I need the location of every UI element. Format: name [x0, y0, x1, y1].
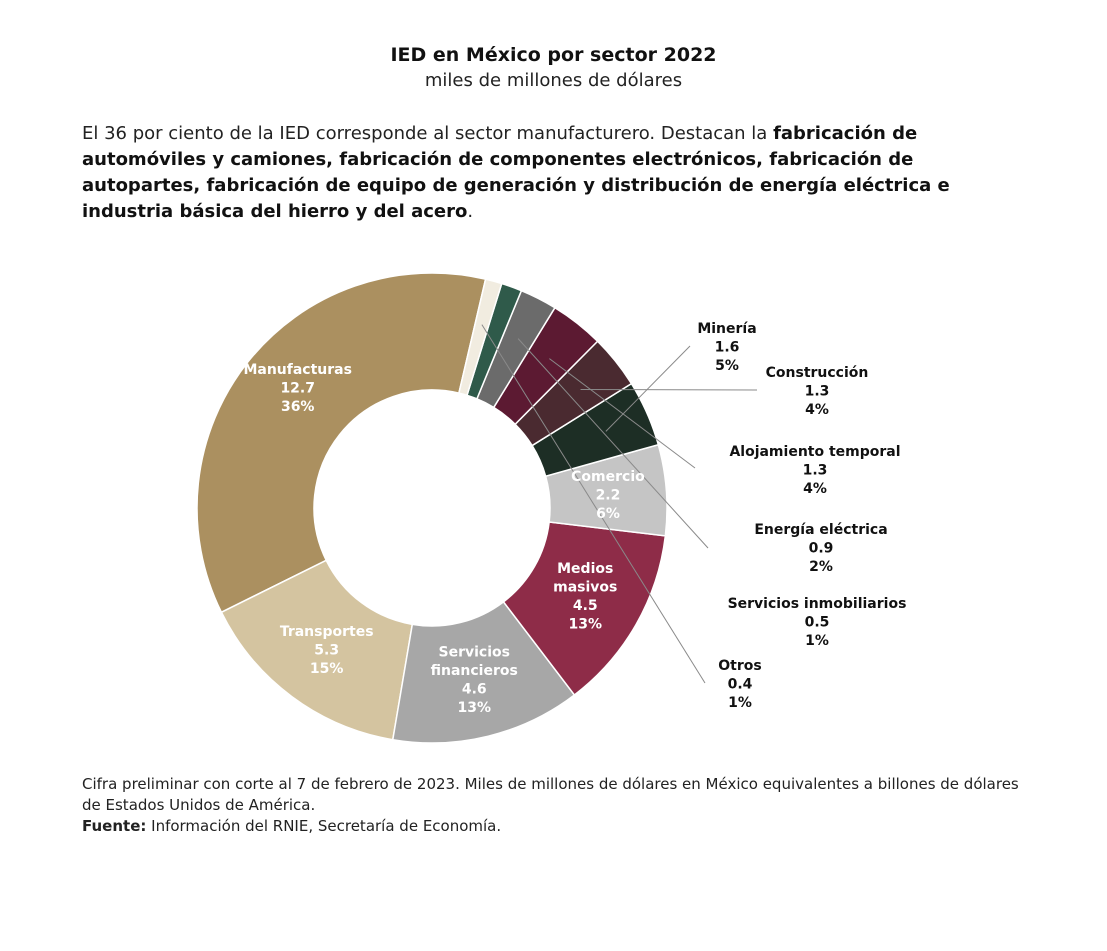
source-line: Fuente: Información del RNIE, Secretaría…: [82, 816, 1042, 837]
leader-otros: [481, 324, 706, 684]
label-mineria: Minería 1.6 5%: [697, 321, 756, 374]
label-servicios-inmobiliarios: Servicios inmobiliarios 0.5 1%: [728, 596, 907, 649]
leader-alojamiento-temporal: [549, 358, 696, 469]
label-servicios-financieros: Servicios financieros 4.6 13%: [431, 645, 518, 717]
label-medios-masivos: Medios masivos 4.5 13%: [553, 561, 617, 633]
description-highlight: fabricación de automóviles y camiones, f…: [82, 123, 950, 222]
description-intro: El 36 por ciento de la IED corresponde a…: [82, 123, 774, 144]
leader-mineria: [605, 345, 691, 432]
slice-servicios-financieros: [391, 600, 576, 744]
slices: [196, 272, 668, 744]
slice-otros: [457, 278, 503, 397]
leader-energia-electrica: [517, 338, 709, 549]
source-text: Información del RNIE, Secretaría de Econ…: [146, 817, 502, 835]
label-energia-electrica: Energía eléctrica 0.9 2%: [754, 522, 887, 575]
label-otros: Otros 0.4 1%: [718, 658, 761, 711]
label-manufacturas: Manufacturas 12.7 36%: [243, 362, 352, 415]
description: El 36 por ciento de la IED corresponde a…: [82, 121, 1022, 225]
source-label: Fuente:: [82, 817, 147, 835]
slice-manufacturas: [196, 272, 487, 614]
footnote-text: Cifra preliminar con corte al 7 de febre…: [82, 775, 1019, 814]
slice-labels: Manufacturas 12.7 36% Transportes 5.3 15% Serv…: [243, 321, 906, 716]
label-comercio: Comercio 2.2 6%: [571, 469, 645, 522]
chart-title: IED en México por sector 2022: [390, 44, 717, 66]
donut-chart: Manufacturas 12.7 36% Transportes 5.3 15% Serv…: [196, 272, 906, 744]
slice-transportes: [220, 559, 414, 741]
chart-subtitle: miles de millones de dólares: [424, 70, 683, 91]
footnote: Cifra preliminar con corte al 7 de febre…: [82, 774, 1042, 837]
leader-lines: [481, 324, 758, 684]
description-end: .: [467, 201, 474, 222]
label-alojamiento-temporal: Alojamiento temporal 1.3 4%: [729, 444, 900, 497]
label-transportes: Transportes 5.3 15%: [280, 624, 374, 677]
label-construccion: Construcción 1.3 4%: [766, 365, 869, 418]
